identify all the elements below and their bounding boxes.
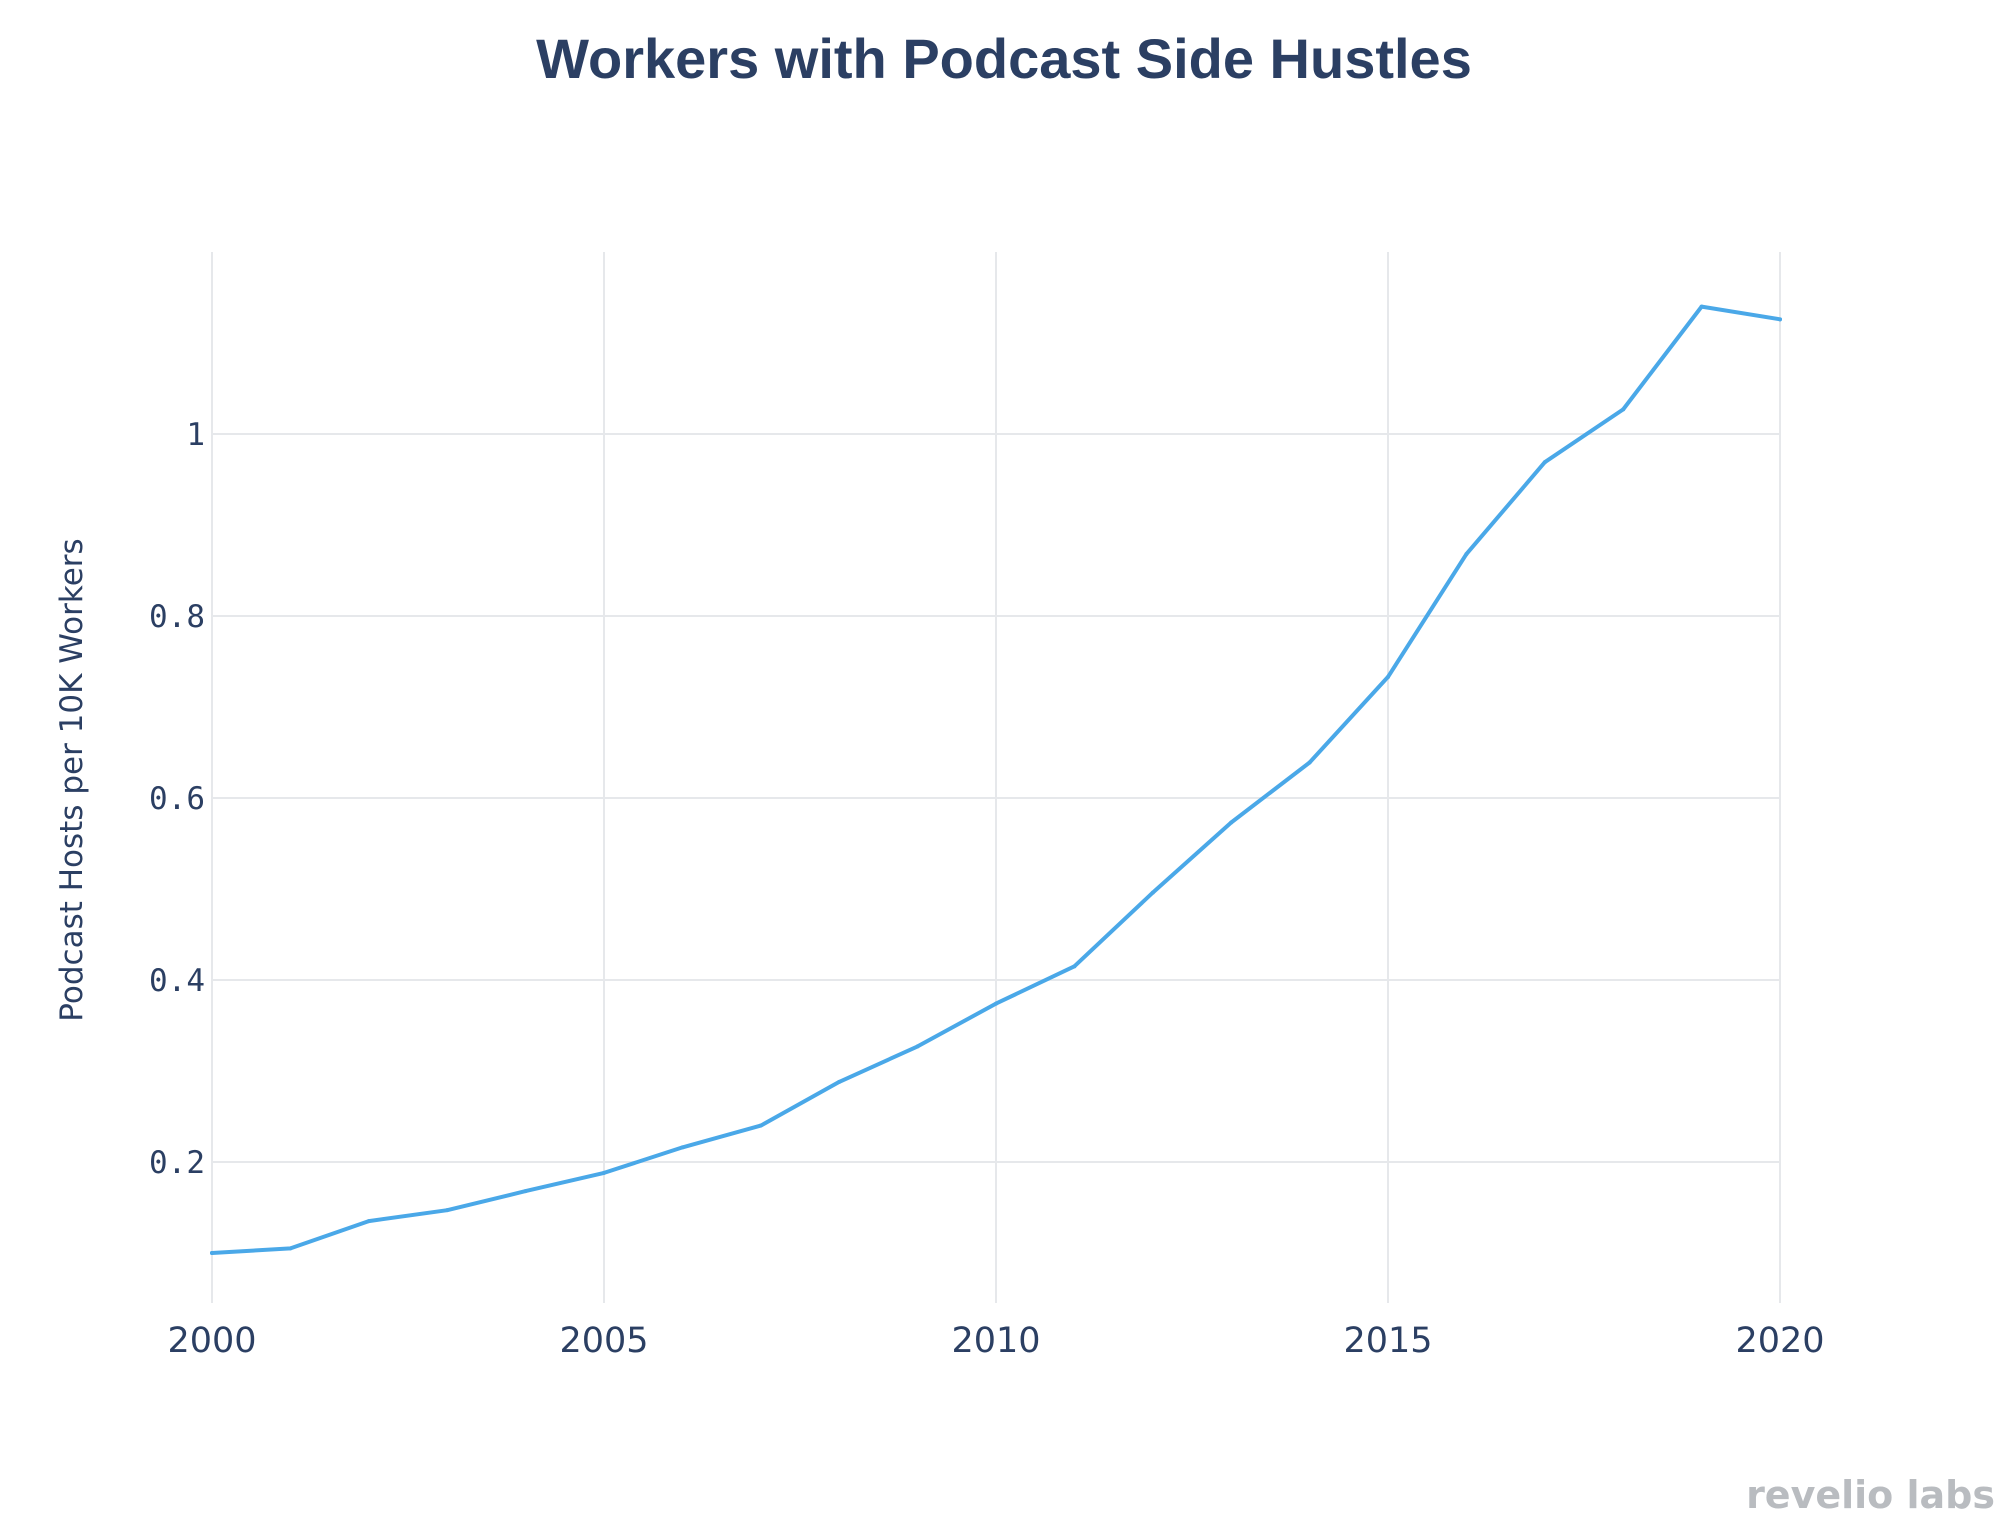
data-point	[1621, 407, 1626, 412]
tick-layer: 0.2 0.4 0.6 0.8 1 2000 2005 2010 2015 2020	[149, 417, 1825, 1361]
x-tick-label: 2000	[167, 1321, 256, 1361]
data-point	[1307, 760, 1312, 765]
data-point	[602, 1170, 606, 1175]
y-axis-label: Podcast Hosts per 10K Workers	[54, 538, 90, 1021]
x-tick-label: 2010	[951, 1321, 1040, 1361]
data-point	[445, 1208, 450, 1213]
data-point	[523, 1189, 528, 1194]
y-tick-label: 0.4	[149, 963, 205, 999]
data-point	[366, 1219, 371, 1224]
chart-title: Workers with Podcast Side Hustles	[536, 27, 1472, 90]
data-point	[680, 1145, 685, 1150]
y-tick-label: 0.8	[149, 599, 205, 635]
x-tick-label: 2020	[1735, 1321, 1824, 1361]
data-point	[1386, 674, 1390, 679]
data-point	[758, 1123, 763, 1128]
data-point	[1699, 304, 1704, 309]
data-point	[915, 1044, 920, 1049]
data-point	[837, 1079, 842, 1084]
data-point	[994, 1001, 998, 1006]
x-tick-label: 2015	[1343, 1321, 1432, 1361]
data-point	[1229, 820, 1234, 825]
data-point	[288, 1246, 293, 1251]
x-tick-label: 2005	[559, 1321, 648, 1361]
data-point	[1150, 890, 1155, 895]
data-point	[1778, 317, 1782, 322]
data-point	[210, 1250, 214, 1255]
revelio-labs-logo: revelio labs	[1746, 1473, 1995, 1517]
data-point	[1542, 460, 1547, 465]
data-point	[1464, 552, 1469, 557]
series-layer	[210, 304, 1782, 1255]
y-tick-label: 0.2	[149, 1145, 205, 1181]
y-tick-label: 1	[186, 417, 205, 453]
y-tick-label: 0.6	[149, 781, 205, 817]
grid-layer	[211, 252, 1781, 1303]
data-point	[1072, 964, 1077, 969]
